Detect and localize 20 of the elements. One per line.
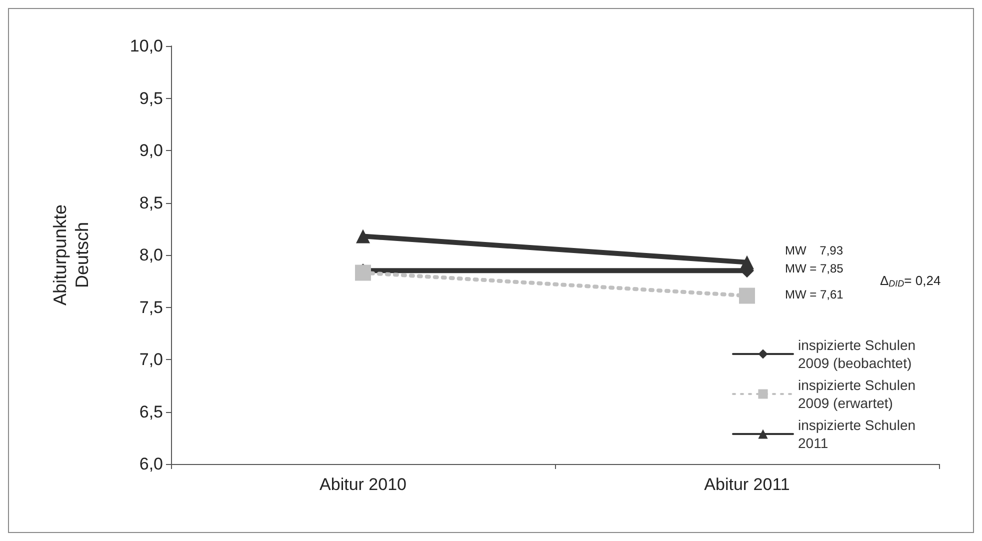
legend-label: inspizierte Schulen 2009 (beobachtet) bbox=[798, 337, 920, 371]
annotation: MW = 7,85 bbox=[785, 261, 844, 276]
y-tick-label: 6,0 bbox=[139, 454, 163, 474]
y-tick-label: 7,0 bbox=[139, 350, 163, 369]
point bbox=[355, 264, 371, 281]
annotation: MW = 7,61 bbox=[785, 287, 844, 302]
legend-label: inspizierte Schulen 2011 bbox=[798, 417, 920, 451]
y-tick-label: 7,5 bbox=[139, 298, 163, 317]
annotation: MW 7,93 bbox=[785, 243, 844, 258]
point bbox=[739, 288, 755, 304]
y-axis-title: Abiturpunkte Deutsch bbox=[50, 204, 92, 306]
y-tick-label: 8,5 bbox=[139, 193, 163, 212]
y-tick-label: 8,0 bbox=[139, 246, 163, 264]
x-tick-label: Abitur 2011 bbox=[704, 475, 790, 494]
y-tick-label: 9,5 bbox=[139, 88, 163, 108]
y-tick-label: 10,0 bbox=[130, 36, 163, 56]
y-tick-label: 9,0 bbox=[139, 141, 163, 160]
y-tick-label: 6,5 bbox=[139, 402, 163, 422]
legend-label: inspizierte Schulen 2009 (erwartet) bbox=[798, 377, 920, 411]
x-tick-label: Abitur 2010 bbox=[320, 475, 406, 494]
